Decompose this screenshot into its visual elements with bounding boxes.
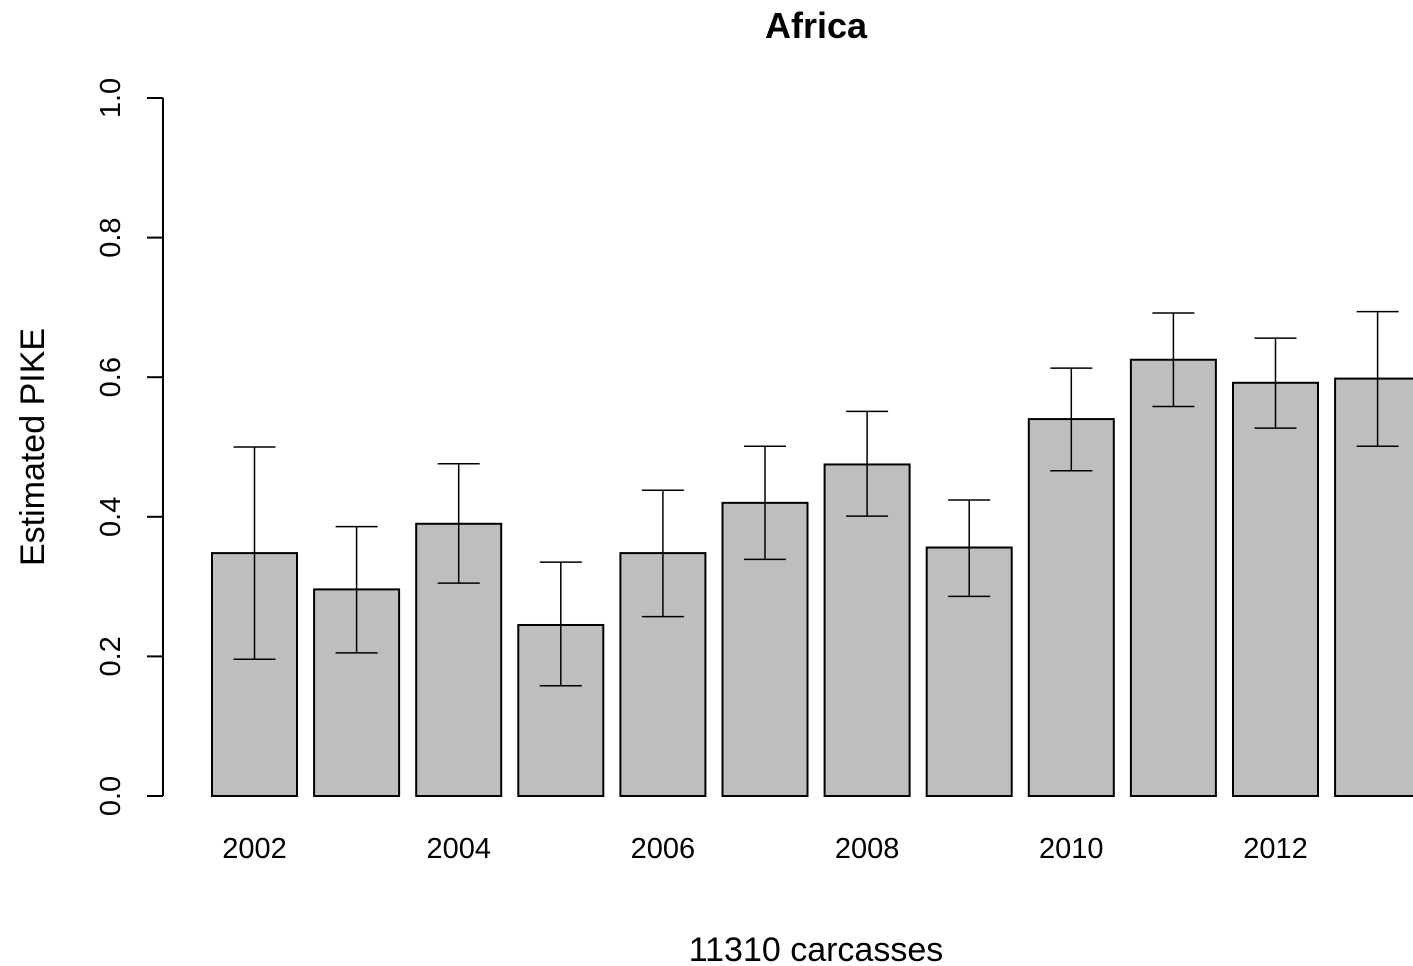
chart-title: Africa [765, 5, 868, 46]
y-tick-label: 0.6 [95, 357, 127, 397]
bars-group [211, 358, 1413, 798]
bar-2013 [1334, 377, 1413, 797]
x-tick-label: 2008 [835, 833, 900, 865]
x-tick-label: 2002 [222, 833, 287, 865]
x-axis-label: 11310 carcasses [689, 931, 944, 966]
y-axis: 0.0 0.2 0.4 0.6 0.8 1.0 [95, 78, 164, 816]
x-tick-label: 2006 [631, 833, 696, 865]
y-tick-label: 0.8 [95, 217, 127, 257]
y-tick-label: 0.0 [95, 776, 127, 816]
x-tick-label: 2010 [1039, 833, 1104, 865]
bar-2009 [925, 546, 1013, 798]
y-tick-label: 0.4 [95, 497, 127, 537]
bar-2010 [1027, 418, 1115, 797]
bar-2011 [1129, 358, 1217, 797]
bar-2008 [823, 463, 911, 797]
x-tick-labels: 2002 2004 2006 2008 2010 2012 [222, 833, 1308, 865]
y-tick-label: 0.2 [95, 636, 127, 676]
error-bars-group [233, 310, 1399, 687]
y-axis-label: Estimated PIKE [14, 328, 52, 566]
y-tick-label: 1.0 [95, 78, 127, 118]
x-tick-label: 2012 [1243, 833, 1308, 865]
x-tick-label: 2004 [426, 833, 491, 865]
bar-2012 [1232, 381, 1319, 797]
